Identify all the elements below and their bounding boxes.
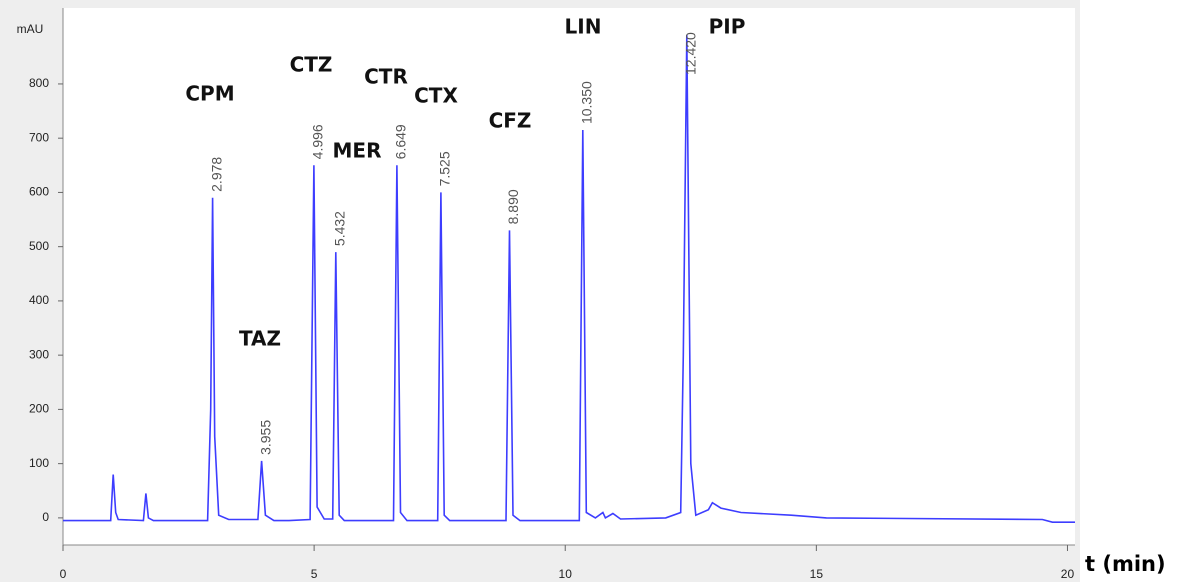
y-tick-label: 0 bbox=[42, 510, 49, 524]
retention-time: 12.420 bbox=[682, 32, 698, 75]
trace bbox=[63, 35, 1075, 523]
x-tick-label: 20 bbox=[1061, 567, 1075, 581]
y-tick-label: 100 bbox=[29, 456, 49, 470]
peak-name: CFZ bbox=[489, 109, 532, 133]
retention-time: 4.996 bbox=[310, 124, 326, 159]
peak-name: CTZ bbox=[290, 53, 333, 77]
y-tick-label: 200 bbox=[29, 402, 49, 416]
x-tick-label: 10 bbox=[559, 567, 573, 581]
peak-name: CTX bbox=[414, 84, 458, 108]
peak-name: TAZ bbox=[239, 327, 281, 351]
x-tick-label: 15 bbox=[810, 567, 824, 581]
y-tick-label: 800 bbox=[29, 76, 49, 90]
y-tick-label: 300 bbox=[29, 347, 49, 361]
y-tick-label: 400 bbox=[29, 293, 49, 307]
x-axis-label: t (min) bbox=[1085, 552, 1166, 576]
retention-time: 2.978 bbox=[208, 157, 224, 192]
y-tick-label: 700 bbox=[29, 130, 49, 144]
peak-name: MER bbox=[333, 139, 382, 163]
x-tick-label: 5 bbox=[311, 567, 318, 581]
retention-time: 10.350 bbox=[579, 81, 595, 124]
peak-name: PIP bbox=[709, 15, 746, 39]
retention-time: 7.525 bbox=[437, 151, 453, 186]
y-tick-label: 600 bbox=[29, 185, 49, 199]
y-tick-label: 500 bbox=[29, 239, 49, 253]
retention-time: 6.649 bbox=[393, 124, 409, 159]
peak-name: CPM bbox=[185, 82, 234, 106]
y-axis-label: mAU bbox=[17, 22, 44, 36]
retention-time: 8.890 bbox=[505, 189, 521, 224]
peak-name: CTR bbox=[364, 65, 408, 89]
retention-time: 5.432 bbox=[332, 211, 348, 246]
retention-time: 3.955 bbox=[257, 420, 273, 455]
x-tick-label: 0 bbox=[60, 567, 67, 581]
peak-name: LIN bbox=[565, 15, 602, 39]
plot-area bbox=[63, 8, 1075, 545]
